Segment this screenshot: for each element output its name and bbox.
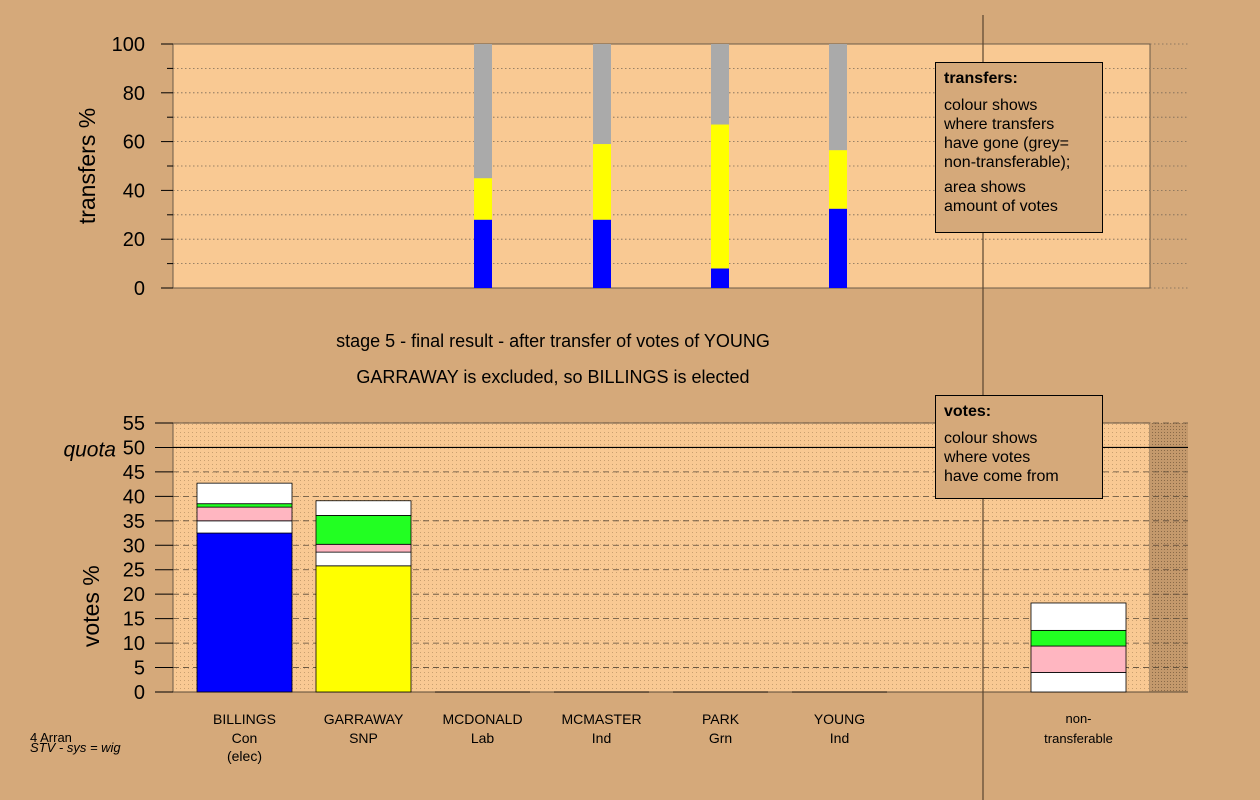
category-label-name: PARK <box>702 711 740 727</box>
footnote-system: STV - sys = wig <box>30 740 121 755</box>
footnote-region: 4 Arran <box>30 730 72 745</box>
transfer-bar-segment-grey <box>829 44 847 151</box>
votes-legend: votes: colour shows where votes have com… <box>935 395 1103 499</box>
transfers-y-tick-label: 60 <box>123 132 145 154</box>
votes-bar-segment-white <box>196 520 293 534</box>
category-label-party: Ind <box>830 730 849 746</box>
votes-plot-extension <box>1150 423 1188 692</box>
votes-bar-segment-white <box>315 500 412 516</box>
transfer-bar-segment-grey <box>711 44 729 125</box>
votes-y-tick-label: 35 <box>123 511 145 533</box>
transfer-bar-segment-blue <box>593 219 611 288</box>
votes-y-tick-label: 50 <box>123 437 145 459</box>
category-label-name: YOUNG <box>814 711 865 727</box>
category-label-party: Grn <box>709 730 732 746</box>
votes-bar-segment-pink <box>315 543 412 553</box>
transfer-bar-segment-yellow <box>711 124 729 269</box>
votes-legend-line: colour shows <box>944 430 1038 447</box>
transfer-bar-segment-blue <box>829 208 847 288</box>
votes-bar-segment-yellow <box>315 565 412 693</box>
category-label-name: MCMASTER <box>561 711 641 727</box>
transfers-y-tick-label: 40 <box>123 180 145 202</box>
votes-y-axis-label: votes % <box>78 565 104 647</box>
transfer-bar-segment-yellow <box>474 178 492 220</box>
transfer-bar-segment-blue <box>474 219 492 288</box>
votes-legend-line: have come from <box>944 468 1059 485</box>
transfers-y-axis-label: transfers % <box>74 108 100 224</box>
category-label-party: transferable <box>1044 731 1113 746</box>
category-label-party: Lab <box>471 730 495 746</box>
category-label-party: SNP <box>349 730 378 746</box>
votes-legend-line: where votes <box>944 449 1031 466</box>
transfer-bar-segment-grey <box>593 44 611 145</box>
transfer-bar-segment-yellow <box>593 144 611 220</box>
transfer-bar-segment-blue <box>711 268 729 288</box>
votes-y-tick-label: 30 <box>123 535 145 557</box>
votes-y-tick-label: 45 <box>123 462 145 484</box>
category-label-party: Ind <box>592 730 611 746</box>
votes-y-tick-label: 5 <box>134 658 145 680</box>
transfer-bar-segment-grey <box>474 44 492 179</box>
votes-bar-segment-green <box>196 503 293 508</box>
transfers-legend-line: have gone (grey= <box>944 135 1069 152</box>
category-label-note: (elec) <box>227 748 262 764</box>
category-label-name: BILLINGS <box>213 711 276 727</box>
stage-subtitle: GARRAWAY is excluded, so BILLINGS is ele… <box>356 367 749 387</box>
transfers-y-tick-label: 100 <box>112 34 145 56</box>
votes-bar-segment-blue <box>196 532 293 693</box>
votes-bar-segment-white <box>1030 602 1127 631</box>
transfers-legend: transfers: colour shows where transfers … <box>935 62 1103 233</box>
votes-bar-segment-pink <box>1030 645 1127 673</box>
footnote-area: 4 Arran STV - sys = wig <box>30 731 121 754</box>
transfer-bar-segment-yellow <box>829 150 847 209</box>
votes-y-tick-label: 40 <box>123 486 145 508</box>
votes-bar-segment-white <box>1030 672 1127 693</box>
transfers-legend-line: colour shows <box>944 97 1038 114</box>
votes-bar-segment-white <box>196 482 293 505</box>
votes-bar-segment-green <box>315 515 412 545</box>
stage-title: stage 5 - final result - after transfer … <box>336 331 770 351</box>
votes-y-tick-label: 20 <box>123 584 145 606</box>
votes-y-tick-label: 10 <box>123 633 145 655</box>
transfers-legend-line: amount of votes <box>944 198 1058 215</box>
transfers-legend-line: area shows <box>944 179 1026 196</box>
category-label-name: GARRAWAY <box>324 711 404 727</box>
transfers-legend-title: transfers: <box>944 70 1018 87</box>
votes-y-tick-label: 25 <box>123 560 145 582</box>
category-label-name: non- <box>1065 711 1091 726</box>
transfers-y-tick-label: 20 <box>123 229 145 251</box>
transfers-legend-line: where transfers <box>944 116 1055 133</box>
votes-bar-segment-pink <box>196 506 293 522</box>
transfers-y-tick-label: 80 <box>123 83 145 105</box>
transfers-y-tick-label: 0 <box>134 278 145 300</box>
transfers-legend-line: non-transferable); <box>944 154 1071 171</box>
votes-y-tick-label: 0 <box>134 682 145 704</box>
votes-legend-title: votes: <box>944 403 992 420</box>
quota-label: quota <box>63 438 116 461</box>
category-label-name: MCDONALD <box>442 711 522 727</box>
votes-bar-segment-green <box>1030 629 1127 647</box>
category-label-party: Con <box>232 730 258 746</box>
votes-bar-segment-white <box>315 551 412 567</box>
votes-y-tick-label: 55 <box>123 413 145 435</box>
votes-y-tick-label: 15 <box>123 609 145 631</box>
